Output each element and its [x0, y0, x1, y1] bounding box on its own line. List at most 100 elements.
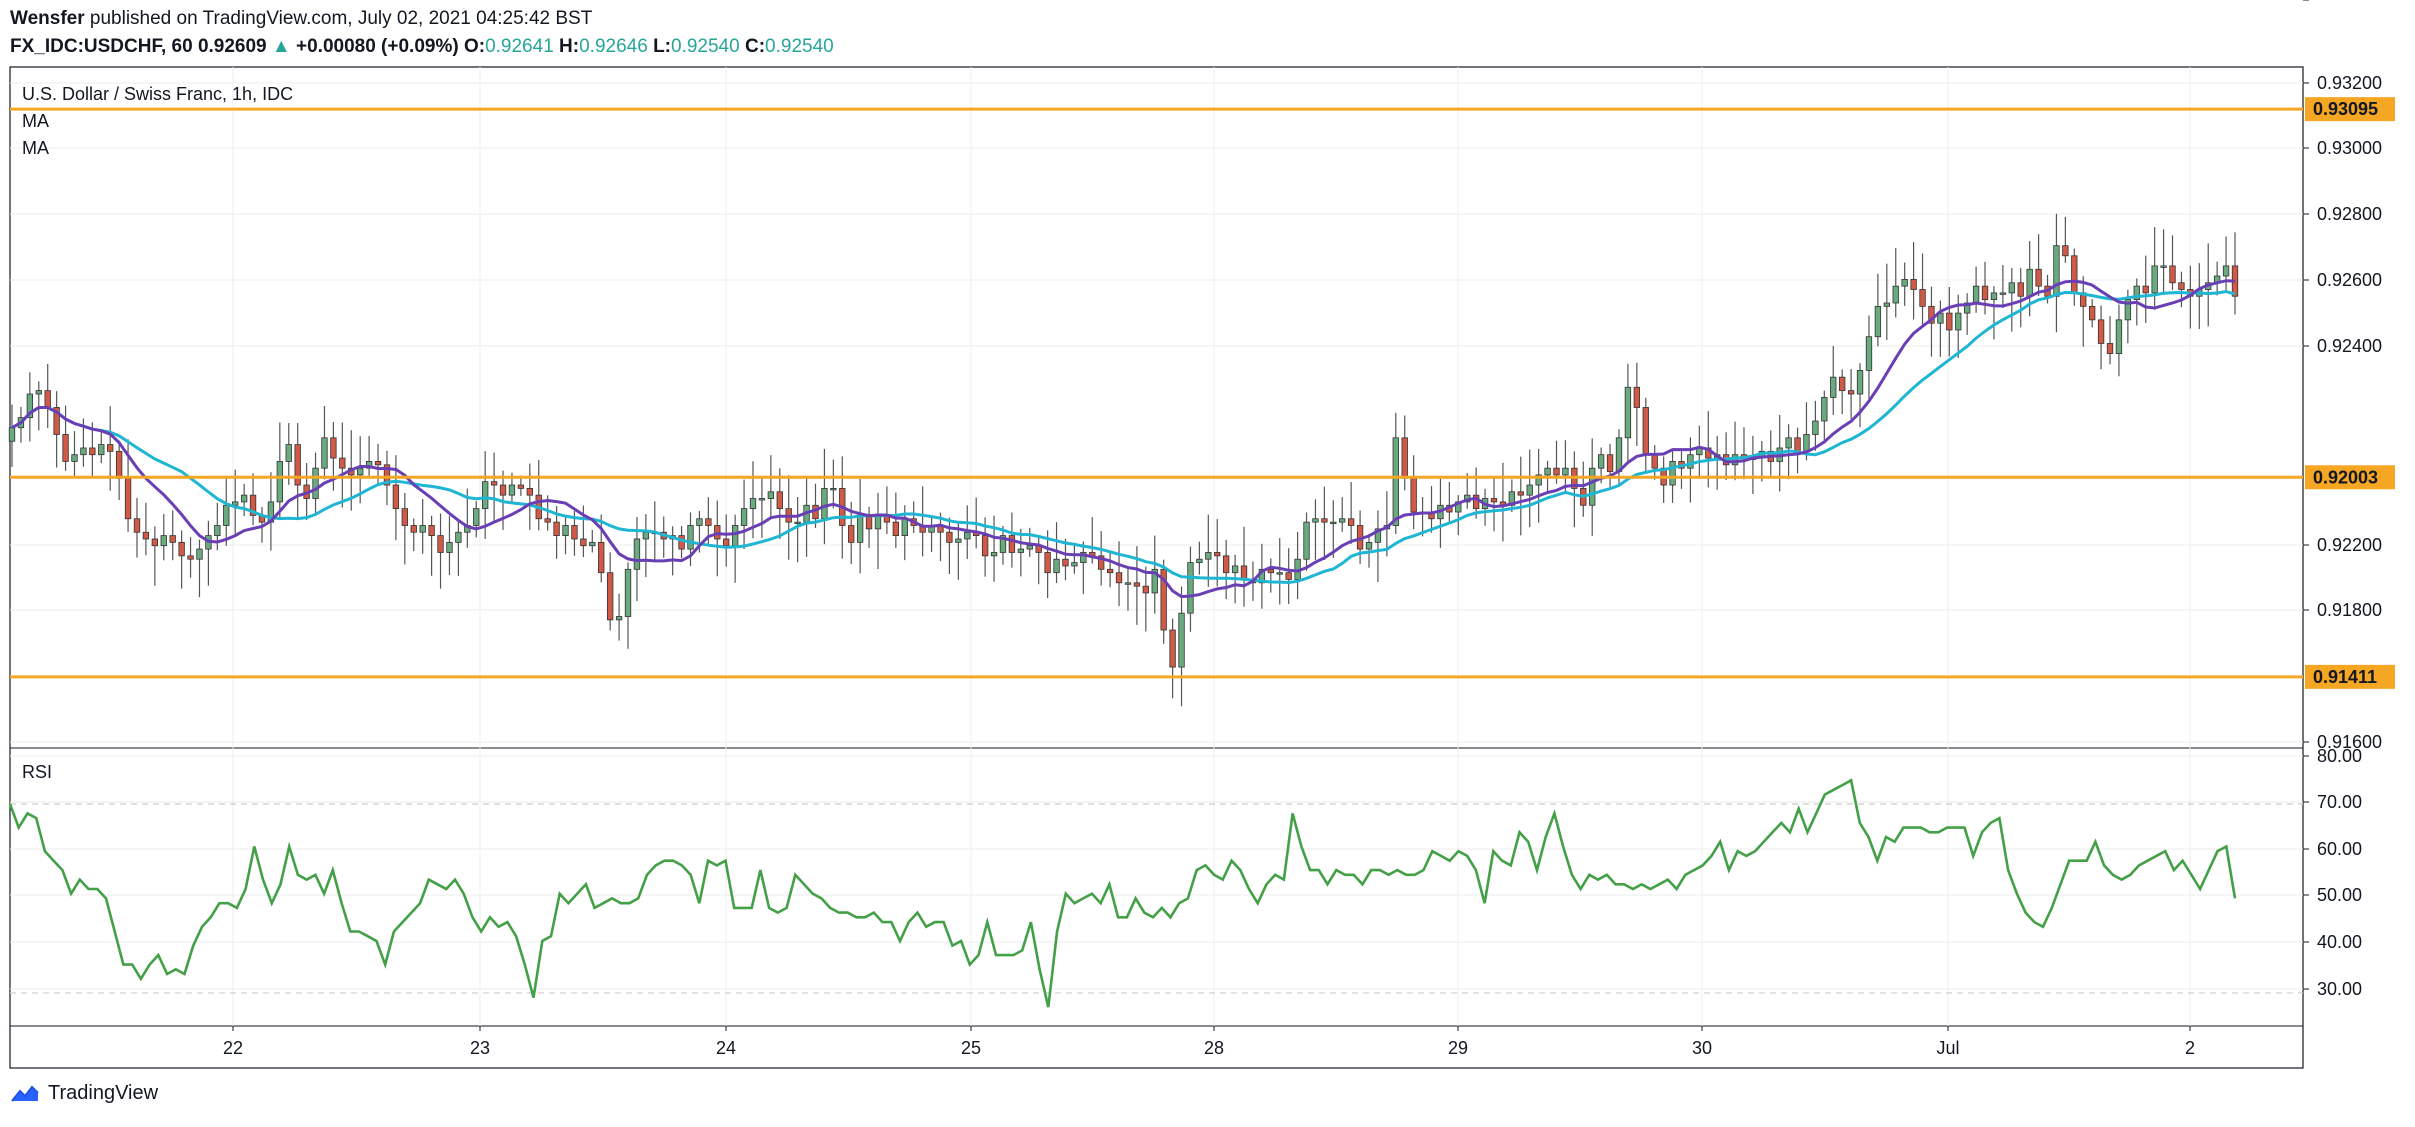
candle-up [8, 427, 16, 442]
candle-down [606, 572, 614, 621]
candle-down [1169, 629, 1176, 668]
candle-down [410, 525, 417, 533]
level-price-label: 0.92003 [2313, 467, 2378, 487]
candle-up [232, 501, 239, 506]
candle-up [1339, 518, 1346, 523]
tradingview-logo-icon [11, 1084, 39, 1102]
price-tick-label: 0.92600 [2317, 270, 2382, 290]
candle-down [1919, 289, 1926, 307]
candle-down [1285, 572, 1292, 580]
high-label: H: [559, 36, 580, 57]
candle-up [321, 437, 328, 469]
candle-up [1053, 558, 1060, 574]
time-tick-label: Jul [1936, 1038, 1959, 1058]
candle-down [1847, 390, 1855, 395]
low-label: L: [653, 36, 672, 57]
candle-up [1080, 552, 1087, 563]
candle-up [1669, 461, 1676, 486]
candle-down [1223, 555, 1230, 574]
price-tick-label: 0.91600 [2317, 732, 2382, 752]
candle-down [142, 531, 150, 540]
candle-up [1972, 285, 1980, 304]
candle-down [1517, 491, 1524, 496]
candle-down [1651, 454, 1658, 469]
candle-up [740, 508, 748, 526]
candle-down [44, 390, 51, 408]
candle-down [2088, 305, 2096, 321]
candle-down [544, 518, 551, 523]
candle-up [642, 531, 650, 540]
candle-down [1401, 437, 1408, 479]
candle-down [124, 477, 132, 520]
open-label: O: [463, 36, 486, 57]
candle-down [330, 437, 337, 459]
candle-up [1562, 467, 1569, 476]
symbol-line: FX_IDC:USDCHF, 60 0.92609 ▲ +0.00080 (+0… [10, 33, 834, 61]
candle-down [1106, 568, 1114, 574]
candle-down [490, 481, 498, 486]
candle-up [1535, 474, 1542, 486]
candle-down [62, 434, 69, 462]
candle-up [794, 521, 801, 525]
candle-up [1990, 292, 1998, 301]
candle-down [580, 538, 587, 547]
candle-up [1231, 565, 1239, 574]
candle-down [499, 484, 507, 496]
ma-legend-label: MA [22, 138, 49, 158]
candle-down [848, 525, 855, 543]
candle-down [115, 450, 123, 479]
candle-up [1124, 582, 1132, 585]
candle-down [892, 521, 900, 537]
candle-up [473, 508, 480, 526]
candle-up [2151, 265, 2158, 294]
candle-down [107, 444, 114, 452]
candle-up [1821, 396, 1828, 422]
candle-up [1785, 437, 1792, 449]
candle-down [2169, 265, 2176, 284]
candle-up [214, 525, 221, 537]
candle-up [624, 568, 632, 617]
symbol-name: FX_IDC:USDCHF, 60 [10, 36, 193, 57]
candle-up [731, 525, 739, 547]
candle-down [1553, 467, 1560, 476]
candle-up [1374, 528, 1382, 543]
candle-up [357, 467, 364, 476]
candle-down [89, 447, 96, 456]
candle-down [1490, 498, 1498, 503]
candle-up [1544, 467, 1551, 476]
candle-up [758, 498, 766, 501]
time-tick-label: 24 [716, 1038, 736, 1058]
candle-down [2097, 319, 2105, 344]
price-tick-label: 0.92200 [2317, 535, 2382, 555]
level-price-tag [2305, 465, 2395, 490]
candle-up [1892, 285, 1899, 304]
candle-up [1999, 292, 2007, 295]
publisher-name[interactable]: Wensfer [10, 8, 85, 29]
low-value: 0.92540 [671, 36, 740, 57]
candle-up [1026, 545, 1033, 550]
ma-fast-line [11, 279, 2236, 599]
rsi-title: RSI [22, 762, 52, 782]
candle-up [1392, 437, 1399, 526]
candle-down [517, 484, 525, 489]
candle-down [383, 464, 391, 486]
candle-down [1098, 555, 1105, 570]
price-tick-label: 0.91200 [2317, 0, 2382, 4]
candle-up [687, 525, 694, 550]
candle-down [1321, 518, 1328, 523]
candle-down [1044, 552, 1051, 574]
candle-up [856, 514, 864, 543]
candle-up [2133, 285, 2140, 301]
candle-up [1017, 548, 1024, 553]
candle-up [1589, 467, 1596, 506]
candle-down [2017, 282, 2024, 297]
candle-up [1624, 386, 1632, 439]
candle-down [2035, 268, 2042, 287]
level-price-tag [2305, 97, 2395, 122]
candle-up [71, 454, 78, 462]
candle-down [1410, 477, 1417, 513]
time-tick-label: 2 [2185, 1038, 2195, 1058]
tradingview-brand[interactable]: TradingView [10, 1082, 158, 1105]
rsi-tick-label: 80.00 [2317, 746, 2362, 766]
